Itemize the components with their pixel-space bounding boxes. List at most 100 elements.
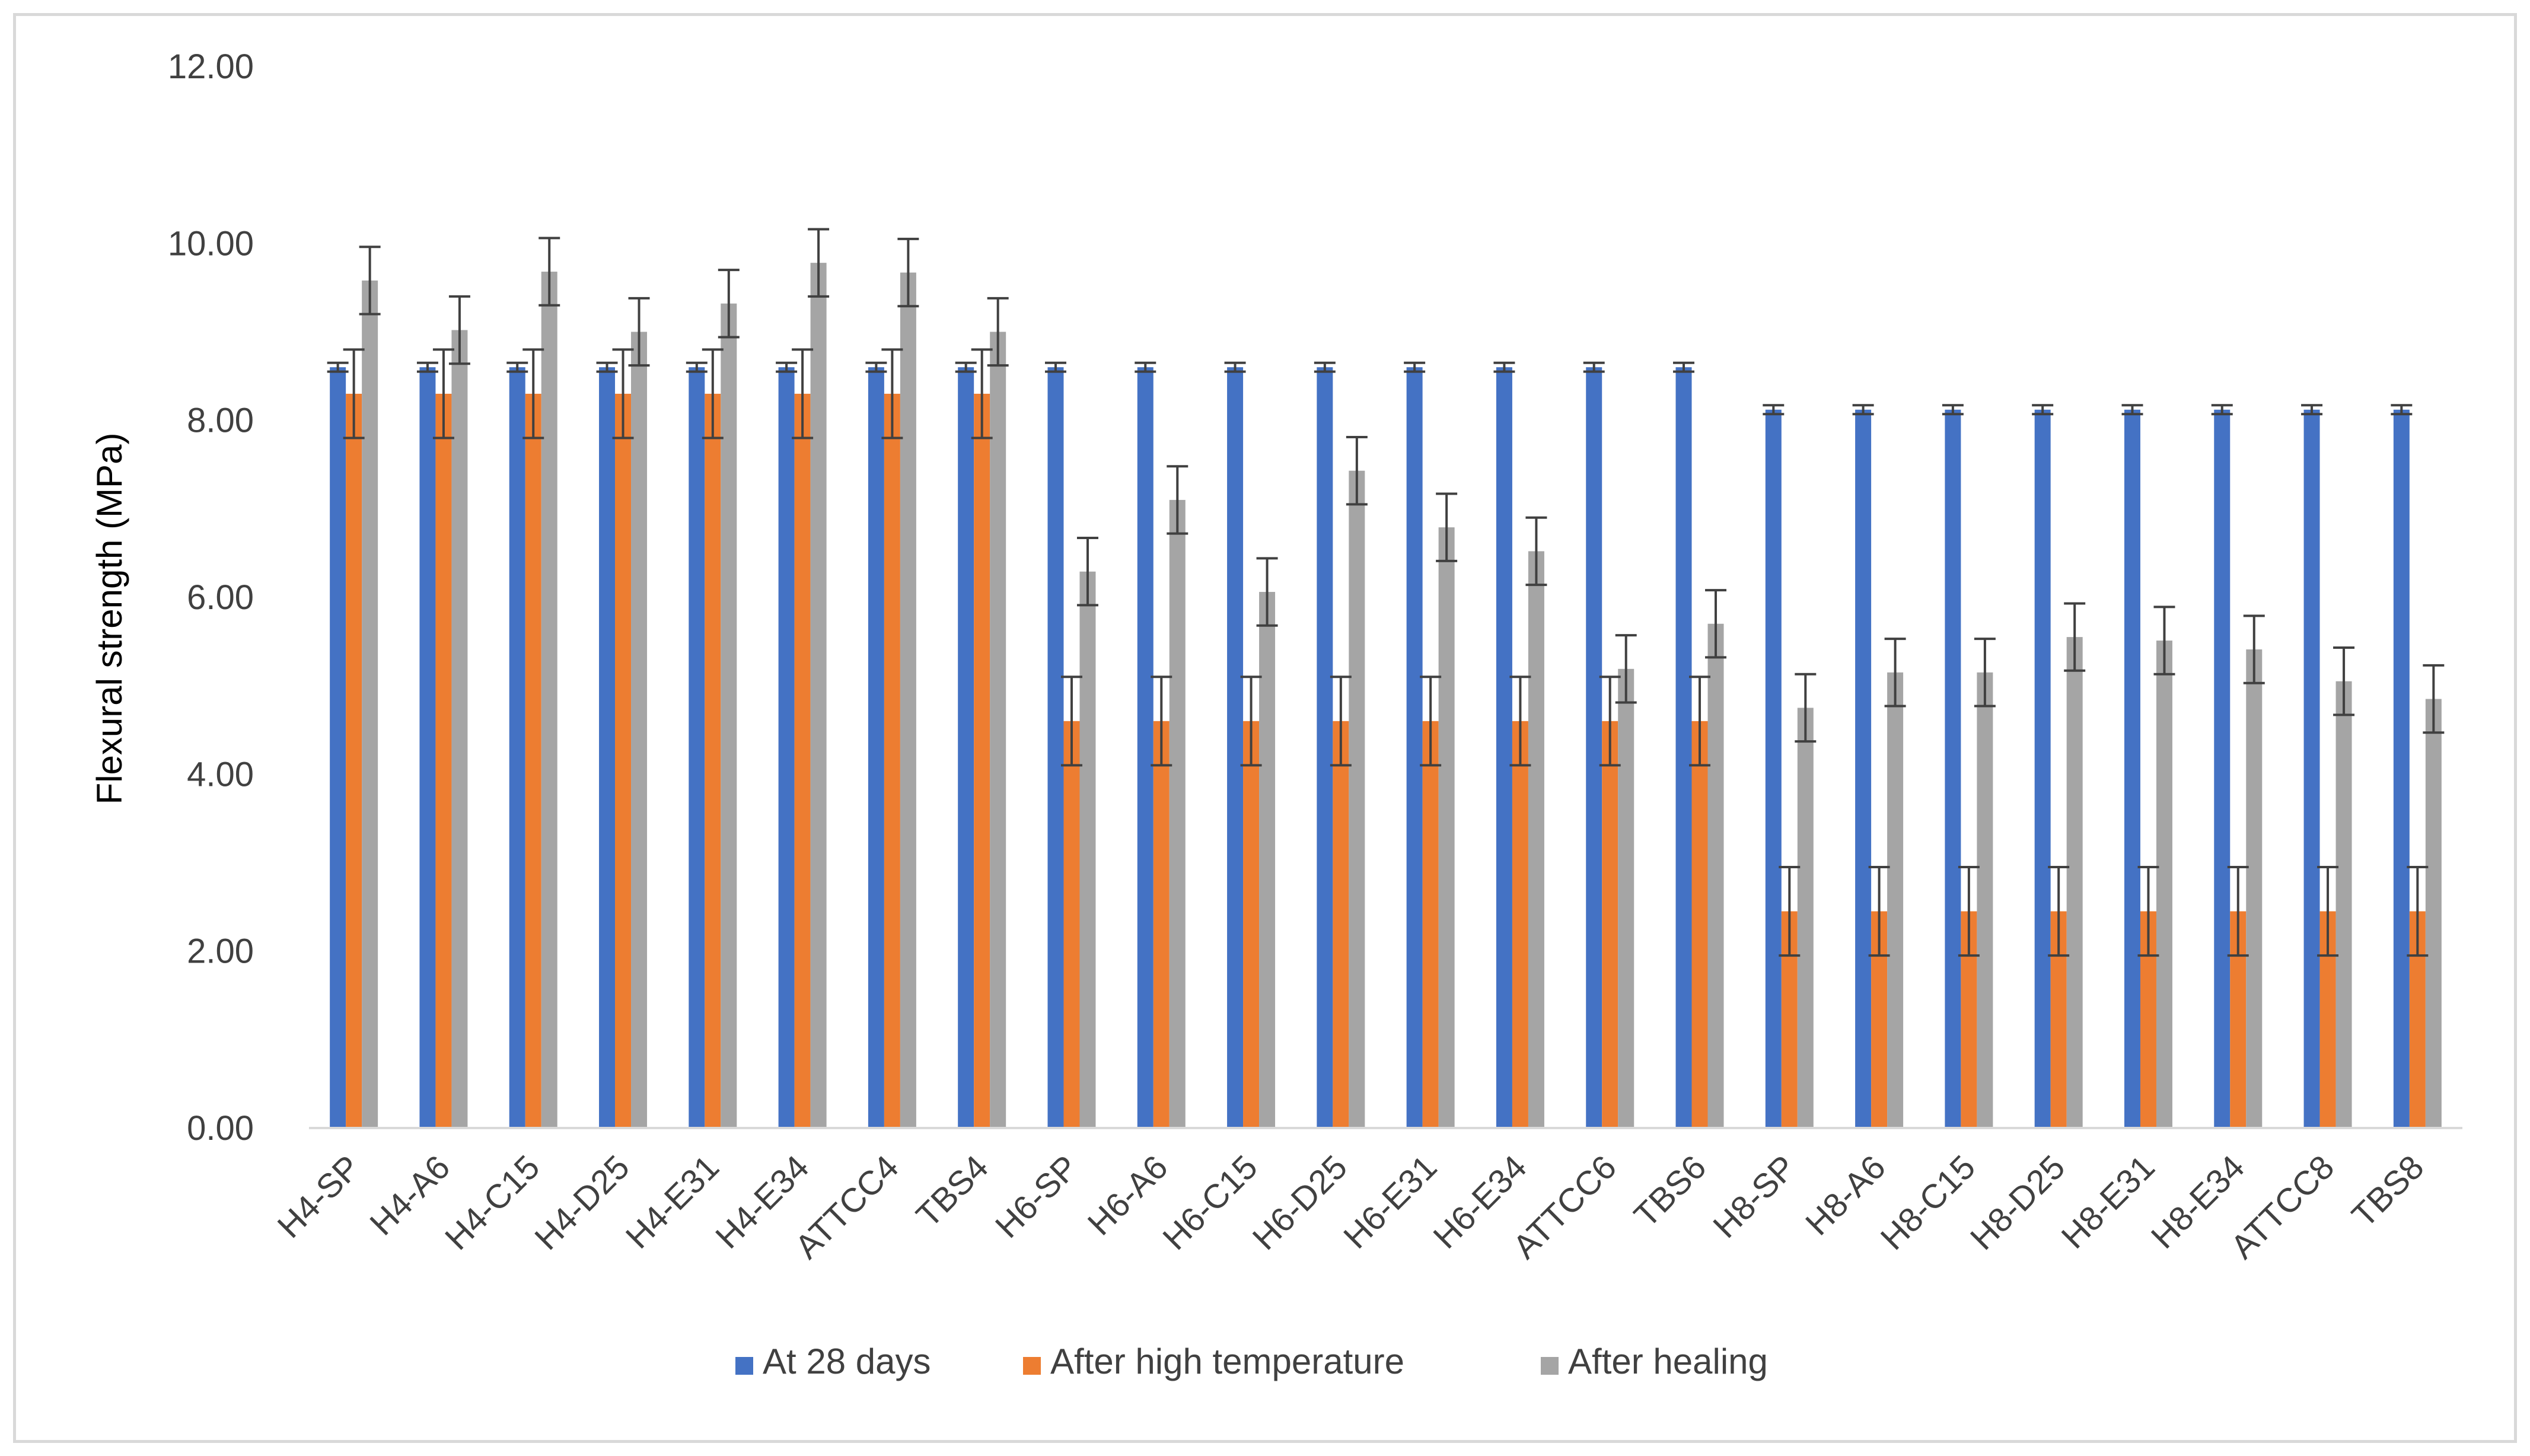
- x-tick-label: H6-SP: [988, 1148, 1085, 1245]
- error-bar: [1958, 865, 1980, 957]
- bar-at-28-days: [1945, 409, 1961, 1129]
- error-bar: [1151, 676, 1172, 767]
- error-bar: [792, 348, 814, 439]
- error-bar: [343, 348, 365, 439]
- legend: At 28 days After high temperature After he…: [735, 1342, 1768, 1381]
- legend-item: After healing: [1541, 1342, 1768, 1381]
- legend-item: After high temperature: [1023, 1342, 1404, 1381]
- bar-after-healing: [1438, 527, 1455, 1128]
- bar-after-healing: [1887, 672, 1904, 1128]
- bar-at-28-days: [2034, 409, 2051, 1129]
- error-bar: [1852, 404, 1874, 416]
- error-bar: [359, 246, 381, 316]
- y-tick-label: 12.00: [168, 47, 254, 86]
- bar-after-high-temperature: [1243, 721, 1260, 1128]
- error-bar: [538, 237, 560, 307]
- bar-after-high-temperature: [1512, 721, 1528, 1128]
- error-bar: [2048, 865, 2070, 957]
- error-bar: [808, 228, 830, 298]
- error-bar: [2423, 664, 2445, 734]
- error-bar: [1868, 865, 1890, 957]
- error-bar: [506, 361, 528, 373]
- error-bar: [776, 361, 798, 373]
- error-bar: [2407, 865, 2429, 957]
- bar-at-28-days: [868, 367, 884, 1128]
- legend-swatch: [1541, 1357, 1559, 1375]
- legend-item: At 28 days: [735, 1342, 931, 1381]
- error-bar: [971, 348, 993, 439]
- error-bar: [1599, 676, 1621, 767]
- bar-after-healing: [362, 280, 378, 1128]
- y-tick-label: 6.00: [187, 578, 254, 617]
- y-axis-title: Flexural strength (MPa): [90, 433, 129, 805]
- error-bar: [897, 237, 919, 308]
- bar-at-28-days: [1765, 409, 1782, 1129]
- x-tick-label: H6-E31: [1336, 1148, 1444, 1256]
- bar-at-28-days: [1675, 367, 1692, 1128]
- legend-label: At 28 days: [763, 1342, 931, 1381]
- bar-after-high-temperature: [346, 393, 362, 1128]
- error-bar: [987, 297, 1009, 367]
- bar-at-28-days: [419, 367, 436, 1128]
- error-bar: [2137, 865, 2159, 957]
- bar-after-high-temperature: [1602, 721, 1618, 1128]
- bar-after-high-temperature: [1333, 721, 1349, 1128]
- error-bar: [1044, 361, 1066, 373]
- error-bar: [2064, 602, 2086, 672]
- bar-at-28-days: [1496, 367, 1512, 1128]
- bar-at-28-days: [778, 367, 795, 1128]
- y-axis-ticks: 0.00 2.00 4.00 6.00 8.00 10.00 12.00: [168, 47, 254, 1148]
- error-bar: [2391, 404, 2413, 416]
- bar-after-high-temperature: [615, 393, 632, 1128]
- error-bar: [522, 348, 544, 439]
- error-bar: [2243, 614, 2265, 684]
- bars: [330, 263, 2442, 1129]
- error-bar: [1795, 673, 1817, 743]
- bar-after-healing: [1259, 592, 1276, 1128]
- bar-after-high-temperature: [884, 393, 900, 1128]
- bar-at-28-days: [330, 367, 346, 1128]
- bar-at-28-days: [599, 367, 616, 1128]
- error-bar: [2317, 865, 2339, 957]
- error-bar: [955, 361, 977, 373]
- bar-after-healing: [990, 332, 1006, 1128]
- legend-swatch: [735, 1357, 753, 1375]
- bar-at-28-days: [2393, 409, 2410, 1129]
- x-tick-label: H8-E31: [2054, 1148, 2162, 1256]
- bar-at-28-days: [1586, 367, 1602, 1128]
- legend-label: After high temperature: [1050, 1342, 1404, 1381]
- error-bar: [1420, 676, 1442, 767]
- bar-after-healing: [721, 303, 737, 1129]
- bar-after-high-temperature: [1063, 721, 1080, 1128]
- error-bar: [1346, 436, 1368, 506]
- bar-after-healing: [1079, 571, 1096, 1128]
- error-bar: [1167, 465, 1188, 535]
- error-bar: [1942, 404, 1964, 416]
- x-tick-label: H6-C15: [1156, 1148, 1265, 1257]
- error-bar: [1884, 638, 1906, 708]
- error-bar: [1974, 638, 1996, 708]
- x-tick-label: H4-SP: [270, 1148, 368, 1245]
- error-bar: [2211, 404, 2233, 416]
- bar-after-healing: [1349, 470, 1365, 1128]
- error-bar: [2032, 404, 2054, 416]
- bar-at-28-days: [689, 367, 705, 1128]
- error-bar: [1705, 589, 1727, 659]
- bar-after-high-temperature: [794, 393, 811, 1128]
- error-bar: [432, 348, 454, 439]
- bar-after-healing: [2335, 681, 2352, 1128]
- error-bar: [718, 269, 740, 339]
- bar-after-healing: [810, 263, 827, 1128]
- legend-swatch: [1023, 1357, 1041, 1375]
- legend-label: After healing: [1568, 1342, 1768, 1381]
- error-bar: [1330, 676, 1352, 767]
- bar-after-healing: [1977, 672, 1993, 1128]
- error-bar: [1689, 676, 1711, 767]
- error-bar: [1525, 516, 1547, 587]
- bar-after-high-temperature: [974, 393, 990, 1128]
- x-tick-label: TBS4: [909, 1148, 996, 1235]
- y-tick-label: 2.00: [187, 932, 254, 971]
- error-bar: [702, 348, 724, 439]
- bar-at-28-days: [1047, 367, 1064, 1128]
- bar-after-healing: [1528, 551, 1544, 1128]
